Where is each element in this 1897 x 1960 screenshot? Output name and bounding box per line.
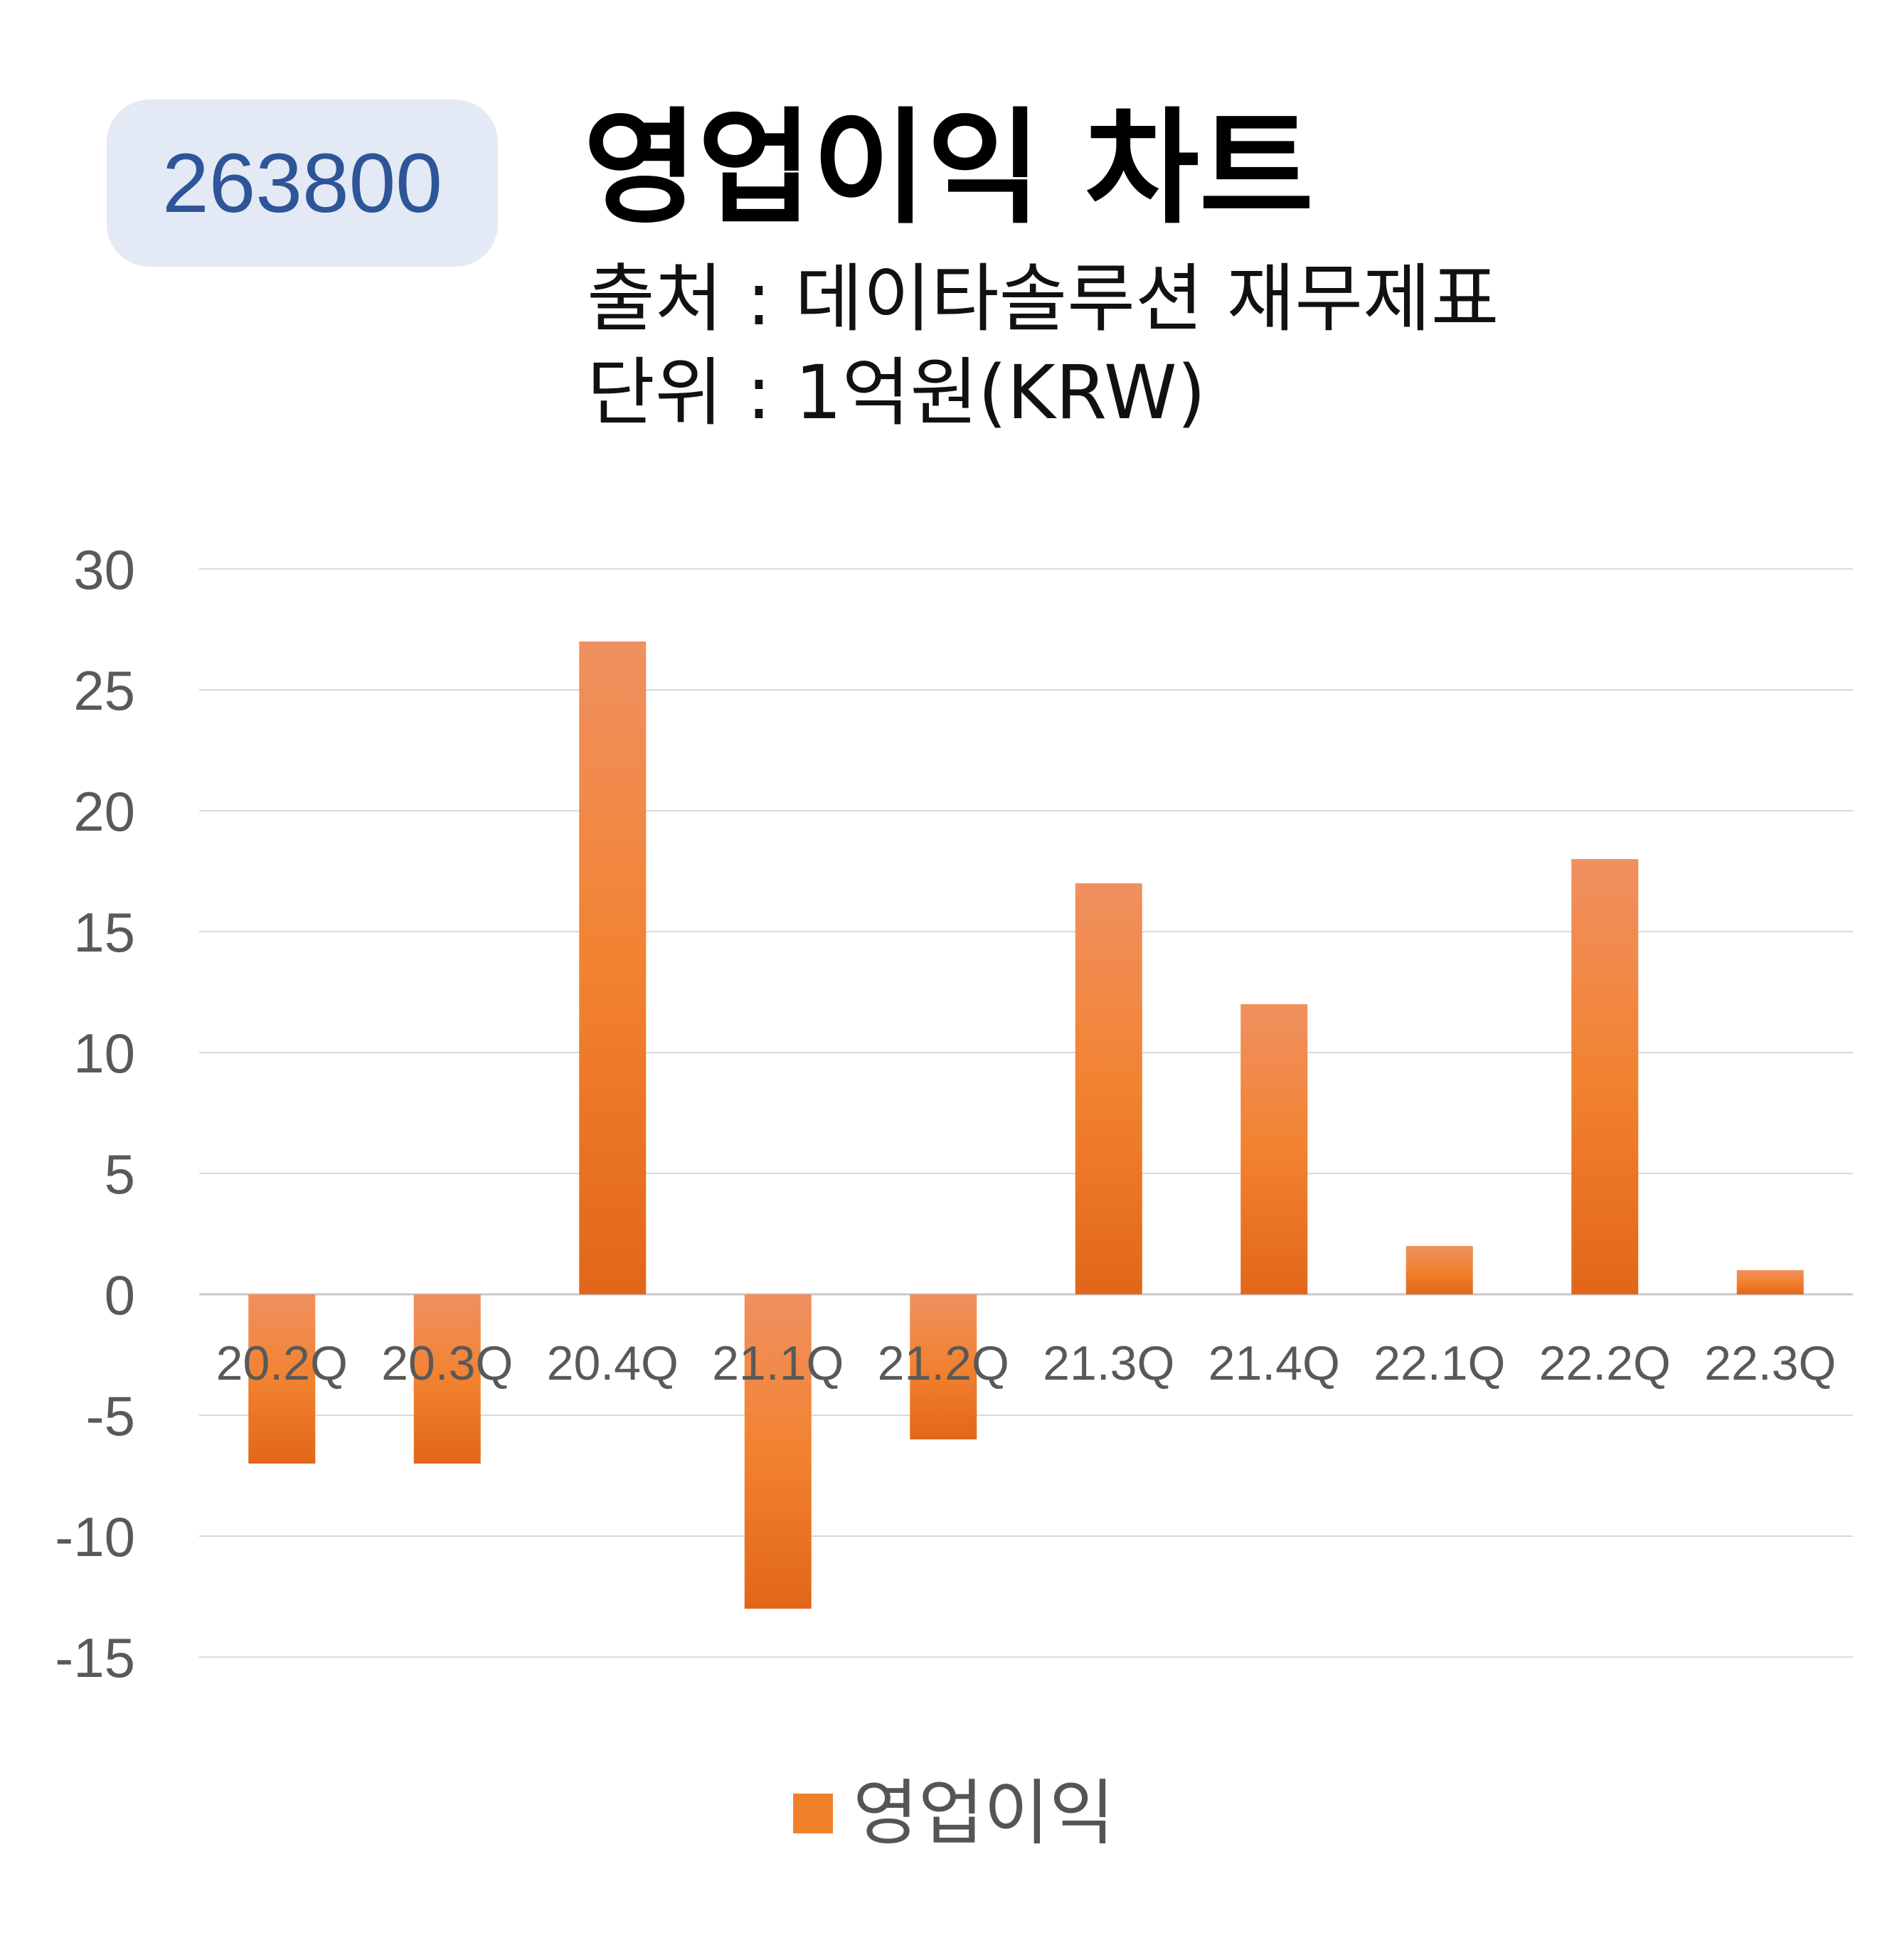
x-tick-label: 22.2Q: [1539, 1336, 1671, 1390]
y-tick-label: -5: [86, 1385, 135, 1447]
source-text: 출처 : 데이타솔루션 재무제표: [587, 255, 1499, 342]
bar-21.2Q: [910, 1294, 977, 1439]
legend-label: 영업이익: [853, 1772, 1115, 1855]
y-tick-label: -10: [55, 1506, 135, 1568]
y-tick-label: -15: [55, 1626, 135, 1689]
x-tick-label: 20.2Q: [216, 1336, 348, 1390]
bar-21.1Q: [744, 1294, 812, 1609]
x-tick-label: 21.2Q: [878, 1336, 1009, 1390]
x-tick-label: 22.1Q: [1373, 1336, 1505, 1390]
x-tick-label: 21.3Q: [1043, 1336, 1174, 1390]
stock-code-badge: 263800: [107, 100, 498, 267]
bar-22.3Q: [1736, 1270, 1804, 1294]
bar-22.2Q: [1571, 859, 1639, 1294]
legend-swatch: [793, 1794, 833, 1833]
bar-chart: 30 25 20 15 10 5 0 -5 -10 -15 20.2Q 20.3Q 20.4Q 21.1Q…: [55, 538, 1853, 1689]
bar-20.3Q: [413, 1294, 481, 1464]
y-tick-label: 5: [105, 1143, 135, 1205]
bar-20.2Q: [248, 1294, 316, 1464]
bar-21.3Q: [1075, 883, 1142, 1294]
x-tick-label: 22.3Q: [1704, 1336, 1836, 1390]
y-tick-label: 10: [73, 1022, 135, 1085]
x-tick-label: 20.4Q: [547, 1336, 679, 1390]
y-tick-label: 15: [73, 901, 135, 964]
x-tick-label: 21.1Q: [712, 1336, 844, 1390]
bar-21.4Q: [1240, 1004, 1308, 1294]
bar-22.1Q: [1406, 1246, 1473, 1294]
y-tick-label: 20: [73, 780, 135, 843]
unit-text: 단위 : 1억원(KRW): [587, 349, 1206, 436]
x-tick-label: 21.4Q: [1208, 1336, 1340, 1390]
x-tick-label: 20.3Q: [381, 1336, 513, 1390]
y-tick-label: 25: [73, 659, 135, 722]
chart-title: 영업이익 차트: [583, 97, 1314, 241]
y-tick-label: 0: [105, 1264, 135, 1326]
legend: 영업이익: [793, 1778, 1115, 1849]
y-tick-label: 30: [73, 538, 135, 601]
bar-20.4Q: [579, 641, 647, 1294]
